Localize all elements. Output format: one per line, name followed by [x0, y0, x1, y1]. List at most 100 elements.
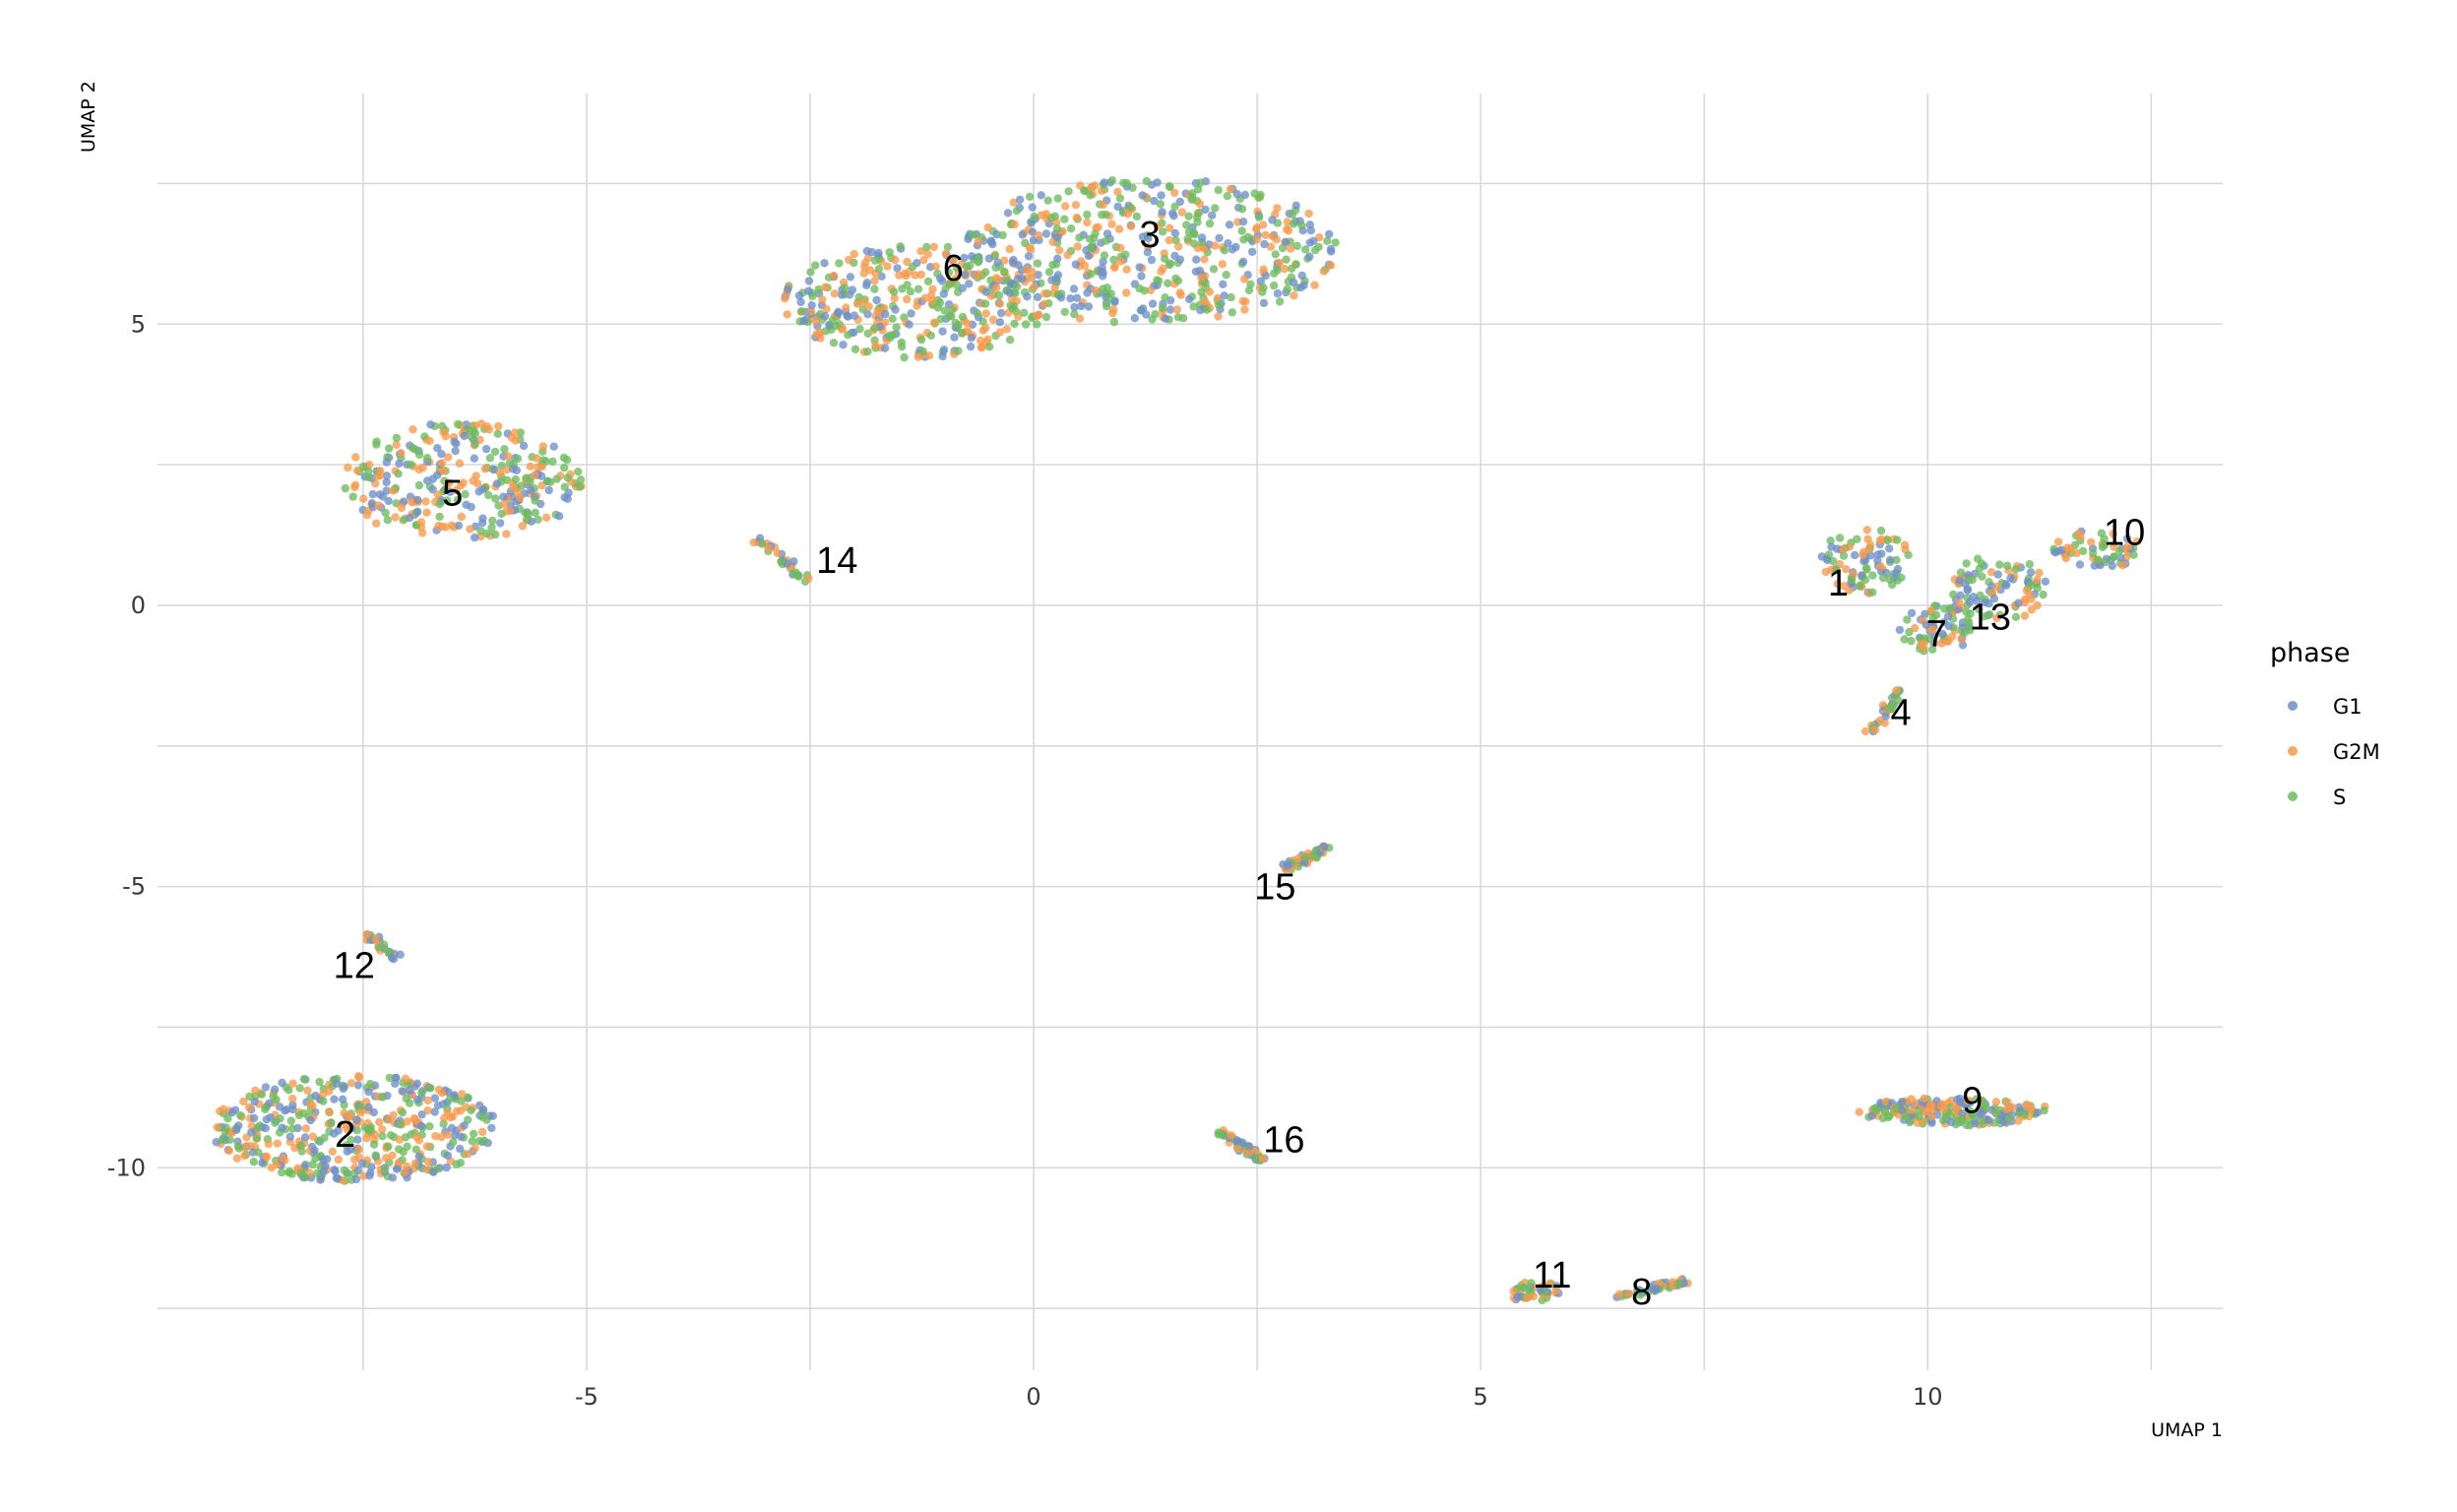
- scatter-point: [1070, 302, 1079, 312]
- scatter-point: [949, 256, 958, 265]
- scatter-point: [1202, 305, 1212, 314]
- scatter-point: [1158, 303, 1167, 313]
- scatter-point: [385, 1073, 394, 1083]
- scatter-point: [923, 277, 933, 286]
- scatter-point: [1839, 544, 1848, 554]
- scatter-point: [1100, 251, 1109, 260]
- scatter-point: [2014, 1116, 2023, 1125]
- scatter-point: [348, 492, 357, 501]
- scatter-point: [1138, 191, 1147, 200]
- scatter-point: [2100, 535, 2109, 543]
- x-tick-label: 5: [1474, 1383, 1488, 1411]
- scatter-point: [552, 474, 561, 483]
- scatter-point: [548, 457, 557, 466]
- scatter-point: [1020, 308, 1029, 317]
- scatter-point: [2061, 553, 2070, 563]
- scatter-point: [383, 516, 392, 525]
- scatter-point: [1166, 223, 1174, 232]
- scatter-point: [1037, 191, 1045, 200]
- scatter-point: [534, 463, 542, 472]
- scatter-point: [1954, 604, 1963, 614]
- scatter-point: [445, 1095, 455, 1103]
- scatter-point: [1165, 182, 1174, 191]
- scatter-point: [1310, 281, 1319, 289]
- scatter-point: [381, 508, 390, 518]
- scatter-point: [414, 480, 424, 490]
- scatter-point: [560, 463, 569, 472]
- scatter-point: [794, 291, 804, 300]
- scatter-point: [549, 442, 558, 451]
- scatter-point: [1073, 242, 1082, 251]
- scatter-point: [895, 271, 904, 280]
- scatter-point: [1252, 224, 1261, 233]
- scatter-point: [1615, 1290, 1624, 1298]
- scatter-point: [417, 1110, 426, 1119]
- scatter-point: [542, 476, 552, 485]
- scatter-point: [986, 236, 996, 245]
- scatter-point: [364, 1102, 373, 1112]
- scatter-point: [1005, 288, 1014, 297]
- scatter-point: [281, 1106, 289, 1115]
- scatter-point: [1868, 571, 1877, 580]
- scatter-point: [300, 1173, 310, 1182]
- scatter-point: [1033, 259, 1042, 268]
- scatter-point: [1897, 1098, 1907, 1106]
- scatter-point: [1211, 241, 1220, 250]
- scatter-point: [929, 318, 939, 327]
- scatter-point: [1113, 187, 1122, 197]
- scatter-point: [493, 429, 502, 438]
- scatter-point: [319, 1155, 328, 1165]
- y-tick-label: 0: [131, 592, 146, 619]
- scatter-point: [961, 270, 970, 279]
- scatter-point: [325, 1087, 334, 1096]
- scatter-point: [388, 486, 398, 495]
- scatter-point: [1273, 289, 1283, 298]
- scatter-point: [225, 1135, 234, 1145]
- scatter-point: [484, 490, 493, 500]
- scatter-point: [353, 1081, 363, 1090]
- scatter-point: [1254, 213, 1264, 221]
- scatter-point: [1021, 320, 1031, 329]
- scatter-point: [2035, 568, 2044, 578]
- scatter-point: [1900, 635, 1909, 644]
- scatter-point: [253, 1123, 263, 1132]
- scatter-point: [1944, 621, 1954, 631]
- scatter-point: [1817, 552, 1827, 561]
- scatter-point: [1015, 195, 1025, 204]
- scatter-point: [1283, 284, 1292, 293]
- scatter-point: [470, 426, 478, 436]
- scatter-point: [983, 335, 992, 344]
- scatter-point: [2004, 1114, 2014, 1123]
- scatter-point: [1099, 200, 1107, 210]
- scatter-point: [1220, 291, 1228, 300]
- scatter-point: [874, 265, 884, 274]
- scatter-point: [870, 256, 880, 265]
- scatter-point: [2066, 544, 2075, 553]
- scatter-point: [368, 489, 377, 499]
- scatter-point: [429, 1167, 438, 1177]
- scatter-point: [820, 311, 830, 321]
- scatter-point: [2039, 590, 2048, 599]
- scatter-point: [1214, 185, 1224, 195]
- scatter-point: [1986, 568, 1996, 577]
- scatter-point: [789, 557, 798, 566]
- scatter-point: [870, 284, 879, 293]
- scatter-point: [1958, 627, 1967, 636]
- scatter-point: [811, 261, 820, 270]
- scatter-point: [271, 1085, 280, 1094]
- scatter-point: [466, 525, 474, 534]
- scatter-point: [2123, 541, 2133, 551]
- scatter-point: [1022, 265, 1032, 274]
- scatter-point: [1963, 586, 1972, 595]
- scatter-point: [425, 436, 434, 446]
- scatter-point: [460, 1121, 469, 1130]
- scatter-point: [1144, 234, 1153, 243]
- scatter-point: [503, 452, 513, 461]
- scatter-point: [261, 1083, 271, 1092]
- scatter-point: [784, 284, 792, 294]
- scatter-point: [2132, 537, 2142, 546]
- scatter-point: [356, 1108, 365, 1117]
- scatter-point: [1066, 294, 1075, 303]
- scatter-point: [513, 454, 523, 464]
- scatter-point: [1297, 220, 1306, 230]
